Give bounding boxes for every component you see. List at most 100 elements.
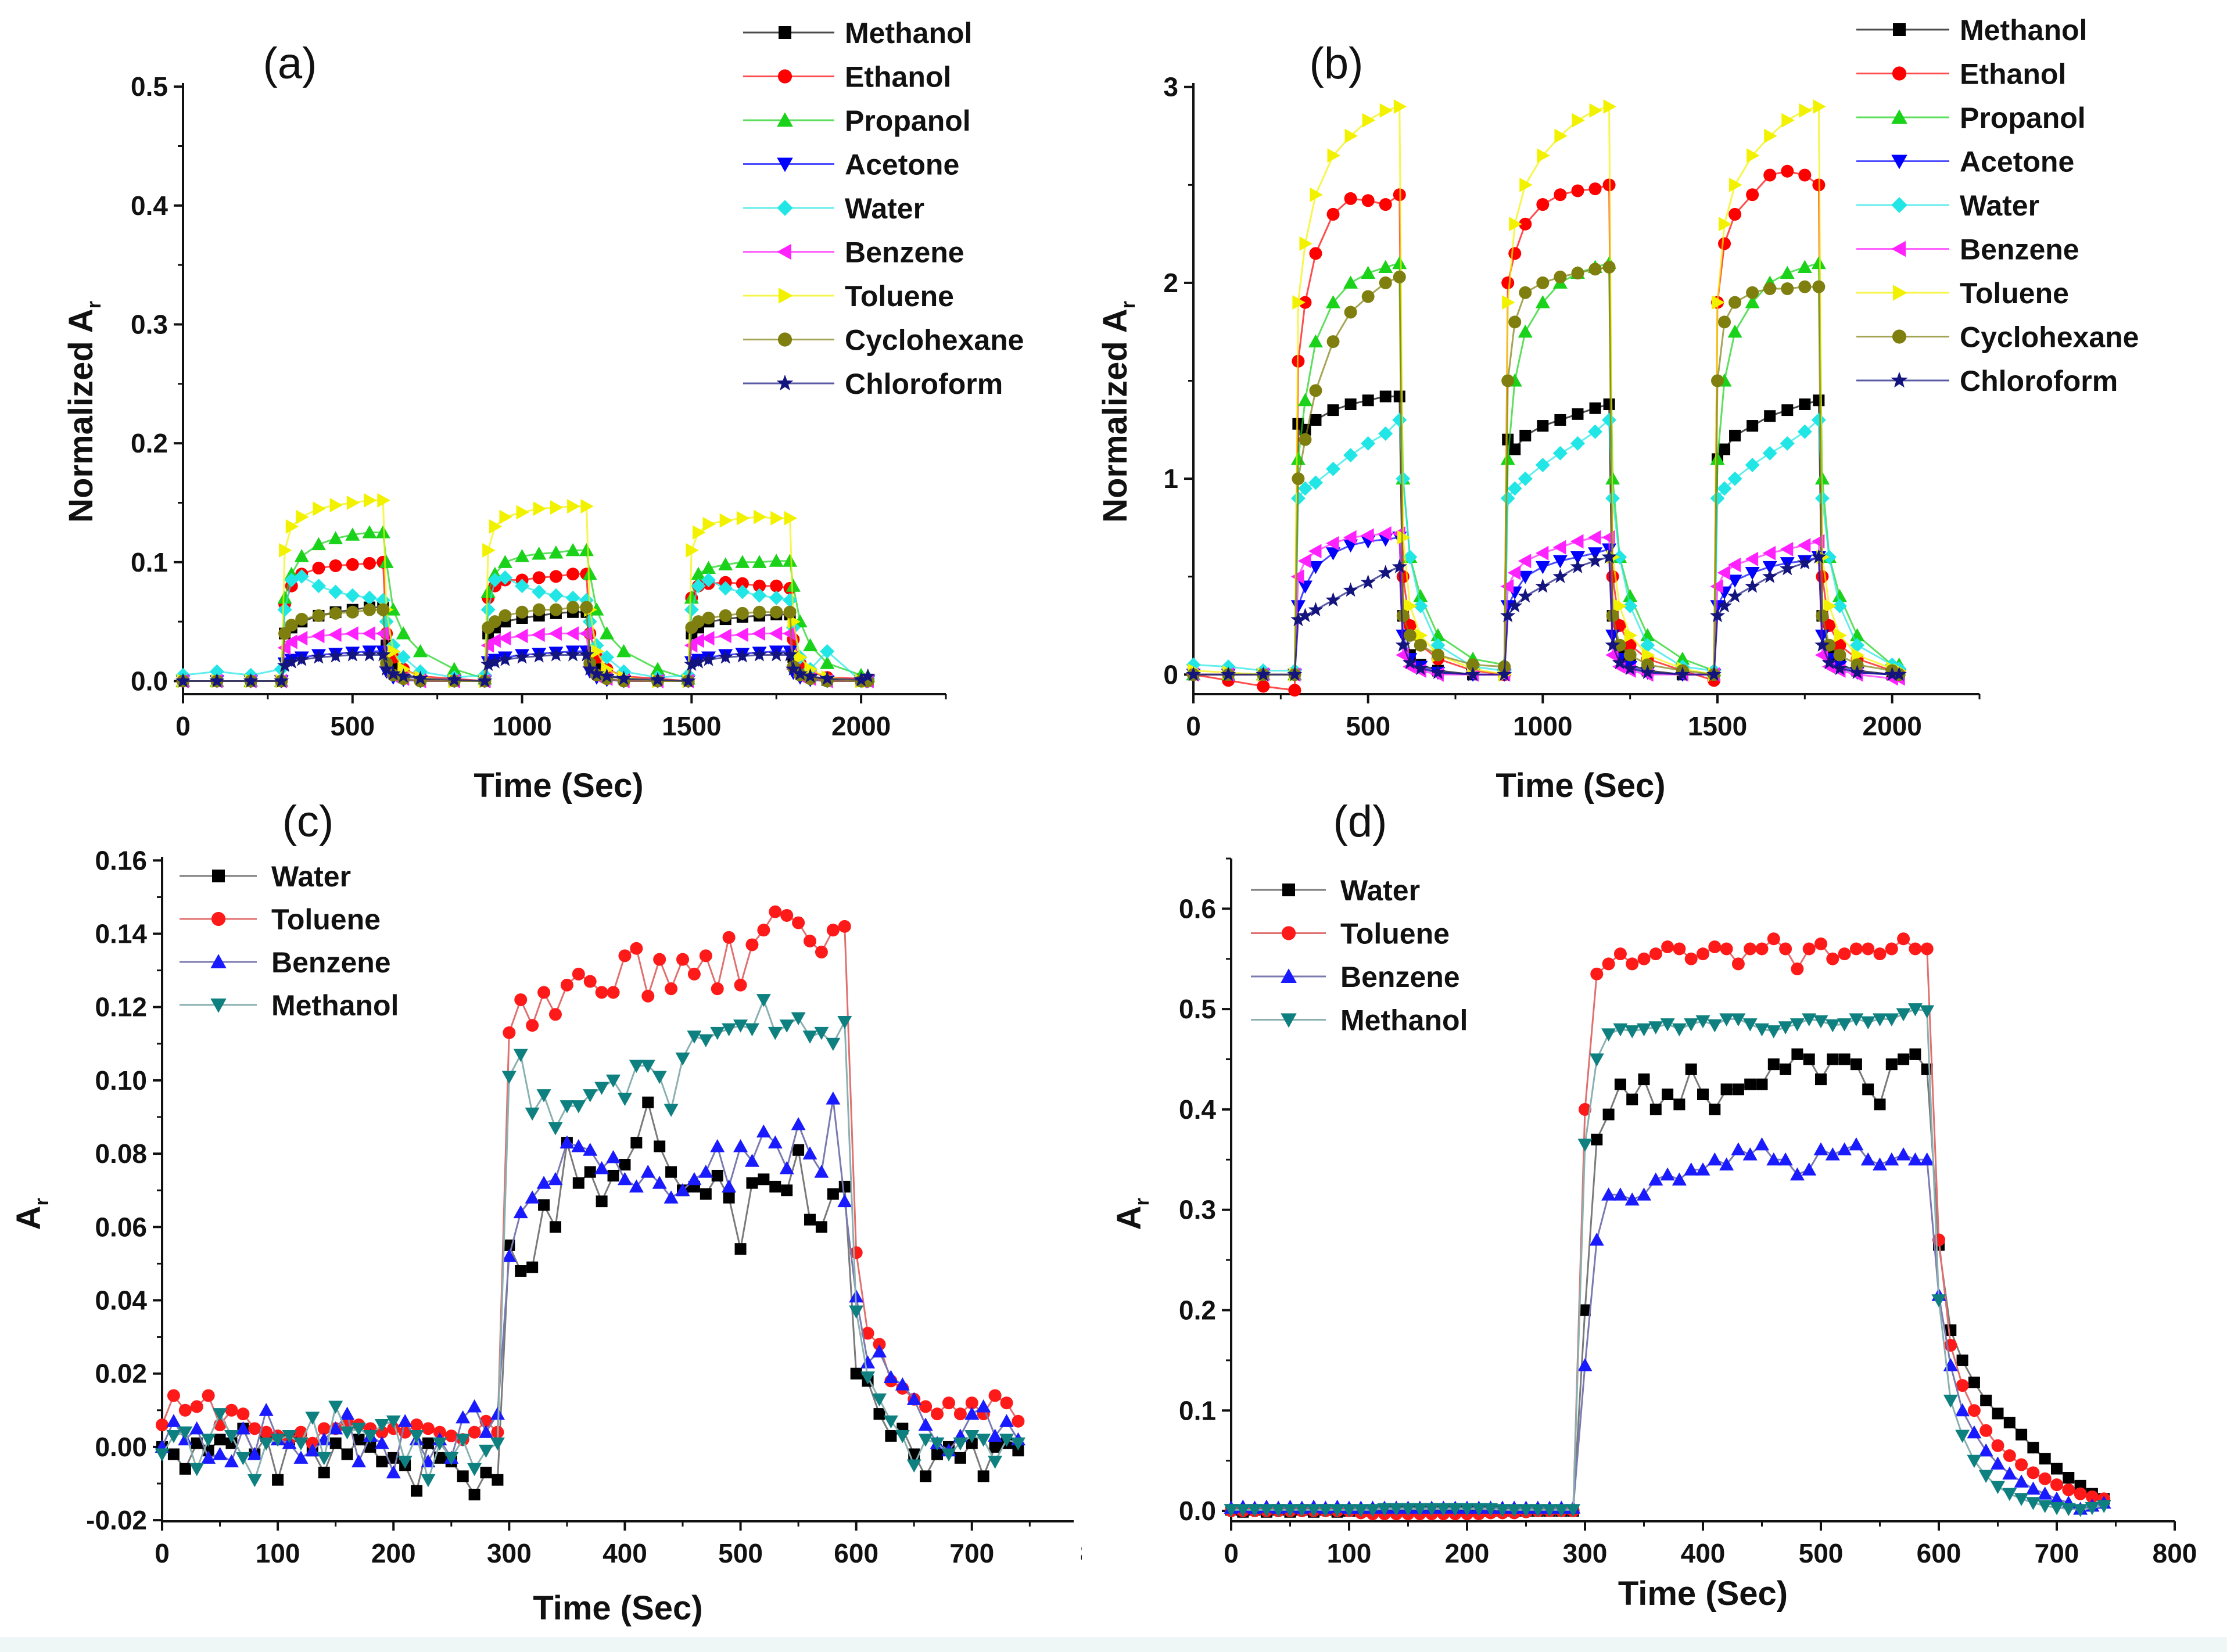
legend-item-water: Water: [743, 192, 924, 225]
data-point: [895, 1377, 910, 1391]
data-point: [1612, 655, 1627, 670]
data-point: [1891, 666, 1907, 681]
y-axis-title-main: Normalized A: [1096, 308, 1134, 522]
data-point: [814, 1165, 829, 1178]
data-point: [1826, 952, 1839, 965]
data-point: [2003, 1416, 2016, 1428]
data-point: [1762, 568, 1778, 583]
data-point: [826, 1091, 841, 1105]
data-point: [590, 644, 604, 659]
data-point: [468, 1488, 480, 1500]
legend-item-water: Water: [1856, 189, 2039, 222]
data-point: [1811, 256, 1826, 270]
legend-item-benzene: Benzene: [743, 236, 964, 269]
data-point: [753, 605, 766, 619]
x-tick-label: 400: [1681, 1538, 1726, 1568]
series-line: [161, 997, 1019, 1484]
data-point: [860, 668, 876, 683]
data-point: [827, 1188, 839, 1200]
data-point: [815, 1221, 827, 1233]
legend-marker-circle-icon: [1892, 66, 1907, 81]
chart-panel-c: (c) 0 100 200 300 400 500 600 700 8 -0.02 0.00 0.02 0…: [10, 802, 1095, 1627]
data-point: [1884, 1152, 1899, 1166]
data-point: [1684, 1018, 1699, 1032]
data-point: [596, 1195, 608, 1208]
data-point: [560, 1100, 575, 1114]
data-point: [718, 557, 733, 570]
data-point: [860, 1371, 876, 1385]
data-point: [525, 1107, 540, 1121]
data-point: [1378, 526, 1392, 541]
data-point: [532, 627, 545, 642]
data-point: [684, 602, 699, 617]
data-point: [769, 554, 784, 567]
data-point: [580, 499, 594, 514]
data-point: [313, 501, 326, 516]
data-point: [1837, 1142, 1852, 1156]
legend-item-toluene: Toluene: [1856, 277, 2069, 310]
legend-label: Ethanol: [1960, 58, 2066, 91]
data-point: [1920, 942, 1934, 956]
data-point: [1623, 638, 1637, 652]
data-point: [1306, 1504, 1321, 1517]
data-point: [1502, 295, 1515, 310]
data-point: [734, 1243, 747, 1255]
data-point: [2049, 1502, 2064, 1515]
data-point: [701, 561, 716, 574]
data-point: [1509, 443, 1521, 455]
data-point: [1424, 1503, 1439, 1517]
data-point: [311, 579, 326, 594]
data-point: [1672, 1023, 1687, 1037]
data-point: [1378, 565, 1393, 580]
data-point: [1606, 609, 1619, 623]
data-point: [1571, 184, 1584, 197]
data-point: [1318, 1504, 1333, 1517]
data-point: [1287, 666, 1303, 681]
data-point: [571, 1100, 586, 1114]
data-point: [1821, 655, 1837, 670]
data-point: [538, 1199, 550, 1211]
y-tick-label: 0.3: [1179, 1195, 1216, 1225]
y-tick-label: 0: [1163, 659, 1178, 689]
data-point: [548, 1172, 563, 1186]
data-point: [781, 1184, 793, 1197]
data-point: [722, 1023, 737, 1037]
legend-item-toluene: Toluene: [743, 280, 954, 313]
data-point: [691, 579, 706, 594]
data-point: [2049, 1491, 2064, 1505]
data-point: [582, 661, 598, 676]
data-point: [1430, 638, 1446, 653]
data-point: [1780, 541, 1794, 556]
data-point: [1624, 1192, 1640, 1206]
data-point: [277, 590, 292, 604]
data-point: [260, 1425, 273, 1439]
data-point: [284, 653, 299, 669]
x-tick-label: 8: [1080, 1538, 1095, 1568]
data-point: [1833, 648, 1846, 662]
data-point: [1404, 598, 1418, 613]
data-point: [770, 511, 784, 526]
data-point: [1588, 424, 1603, 439]
data-point: [1896, 1008, 1911, 1022]
data-point: [701, 631, 715, 646]
data-point: [361, 647, 378, 662]
y-axis-title: Normalized Ar: [1096, 301, 1139, 523]
data-point: [201, 1434, 216, 1447]
legend-label: Propanol: [845, 105, 971, 137]
data-point: [931, 1407, 944, 1421]
data-point: [1731, 957, 1745, 971]
data-point: [1850, 1058, 1862, 1071]
data-point: [396, 668, 411, 683]
data-point: [2085, 1490, 2099, 1503]
data-point: [1414, 628, 1428, 643]
data-point: [1283, 1504, 1297, 1517]
data-point: [1403, 629, 1416, 642]
data-point: [1542, 1504, 1557, 1517]
data-point: [497, 570, 512, 585]
data-point: [1570, 559, 1586, 573]
data-point: [1389, 1503, 1404, 1517]
data-point: [1849, 665, 1865, 680]
data-point: [1978, 1470, 1993, 1484]
data-point: [1623, 598, 1638, 613]
data-point: [467, 1399, 482, 1413]
